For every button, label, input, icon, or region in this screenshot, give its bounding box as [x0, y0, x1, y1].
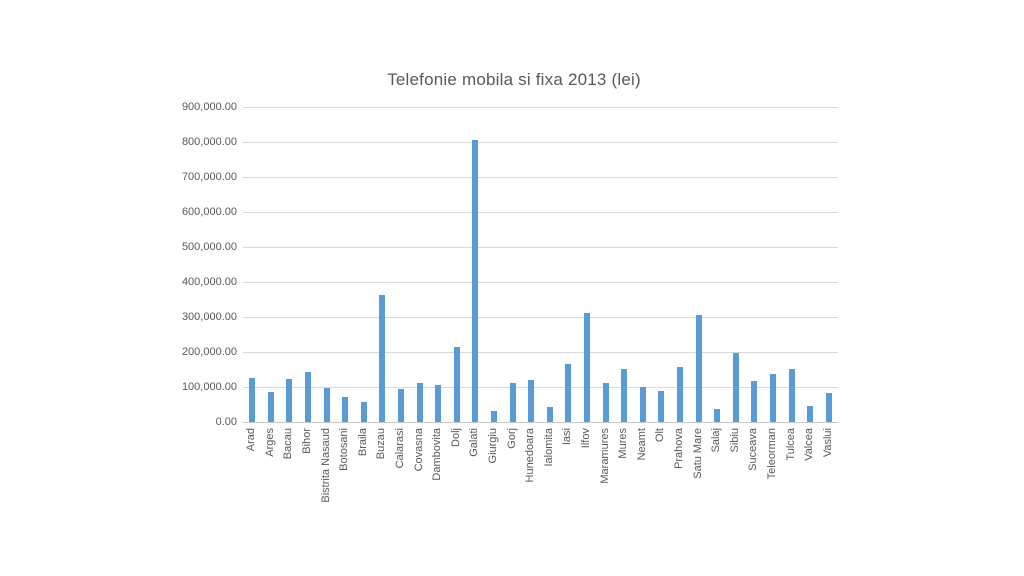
gridline — [243, 107, 838, 108]
bar — [807, 406, 813, 422]
x-tick-label: Braila — [357, 428, 369, 457]
bar — [268, 392, 274, 422]
bar — [733, 353, 739, 422]
gridline — [243, 212, 838, 213]
y-tick-label: 800,000.00 — [181, 136, 237, 148]
bar — [379, 295, 385, 422]
x-tick-label: Vaslui — [822, 428, 834, 458]
gridline — [243, 352, 838, 353]
bar — [342, 397, 348, 422]
y-tick-label: 0.00 — [215, 416, 237, 428]
x-tick-label: Calarasi — [394, 428, 406, 469]
gridline — [243, 422, 838, 423]
bar — [565, 364, 571, 422]
gridline — [243, 177, 838, 178]
bar — [658, 391, 664, 422]
x-tick-label: Satu Mare — [692, 428, 704, 479]
x-tick-label: Ialomita — [543, 428, 555, 467]
y-tick-label: 600,000.00 — [181, 206, 237, 218]
bar — [547, 407, 553, 422]
x-tick-label: Giurgiu — [487, 428, 499, 464]
x-tick-label: Suceava — [747, 428, 759, 471]
y-tick-label: 700,000.00 — [181, 171, 237, 183]
x-tick-label: Valcea — [803, 428, 815, 461]
y-tick-label: 900,000.00 — [181, 101, 237, 113]
bar — [696, 315, 702, 422]
bar — [454, 347, 460, 422]
bar — [640, 387, 646, 422]
x-tick-label: Galati — [468, 428, 480, 457]
bar — [472, 140, 478, 422]
x-tick-label: Arges — [264, 428, 276, 457]
y-tick-label: 200,000.00 — [181, 346, 237, 358]
y-tick-label: 500,000.00 — [181, 241, 237, 253]
x-tick-label: Botosani — [338, 428, 350, 471]
y-tick-label: 100,000.00 — [181, 381, 237, 393]
x-tick-label: Salaj — [710, 428, 722, 453]
bar — [528, 380, 534, 422]
gridline — [243, 282, 838, 283]
y-tick-label: 300,000.00 — [181, 311, 237, 323]
bar — [826, 393, 832, 422]
gridline — [243, 142, 838, 143]
chart-title: Telefonie mobila si fixa 2013 (lei) — [387, 70, 641, 89]
gridline — [243, 247, 838, 248]
bar — [417, 383, 423, 422]
bar — [491, 411, 497, 422]
x-tick-label: Gorj — [506, 428, 518, 449]
x-tick-label: Mures — [617, 428, 629, 459]
bar — [398, 389, 404, 422]
gridline — [243, 387, 838, 388]
x-tick-label: Covasna — [413, 428, 425, 472]
bar — [714, 409, 720, 422]
bar — [510, 383, 516, 422]
x-tick-label: Hunedoara — [524, 428, 536, 483]
bar — [435, 385, 441, 422]
x-tick-label: Olt — [654, 428, 666, 443]
x-tick-label: Arad — [245, 428, 257, 452]
x-tick-label: Bihor — [301, 428, 313, 454]
x-tick-label: Teleorman — [766, 428, 778, 480]
x-tick-label: Dolj — [450, 428, 462, 447]
x-tick-label: Sibiu — [729, 428, 741, 453]
gridline — [243, 317, 838, 318]
bar — [286, 379, 292, 422]
x-tick-label: Maramures — [599, 428, 611, 484]
x-tick-label: Bistrita Nasaud — [320, 428, 332, 503]
x-tick-label: Buzau — [375, 428, 387, 460]
bar — [584, 313, 590, 422]
x-tick-label: Ilfov — [580, 428, 592, 449]
x-tick-label: Iasi — [561, 428, 573, 446]
bar — [751, 381, 757, 422]
bar — [603, 383, 609, 422]
bar — [324, 388, 330, 422]
x-tick-label: Neamt — [636, 428, 648, 461]
bar — [770, 374, 776, 422]
x-tick-label: Bacau — [282, 428, 294, 460]
bar — [305, 372, 311, 422]
bar — [621, 369, 627, 422]
y-tick-label: 400,000.00 — [181, 276, 237, 288]
x-tick-label: Dambovita — [431, 428, 443, 481]
x-tick-label: Prahova — [673, 428, 685, 469]
bar — [361, 402, 367, 422]
bar — [677, 367, 683, 422]
x-tick-label: Tulcea — [785, 428, 797, 461]
bar — [789, 369, 795, 422]
bar — [249, 378, 255, 422]
